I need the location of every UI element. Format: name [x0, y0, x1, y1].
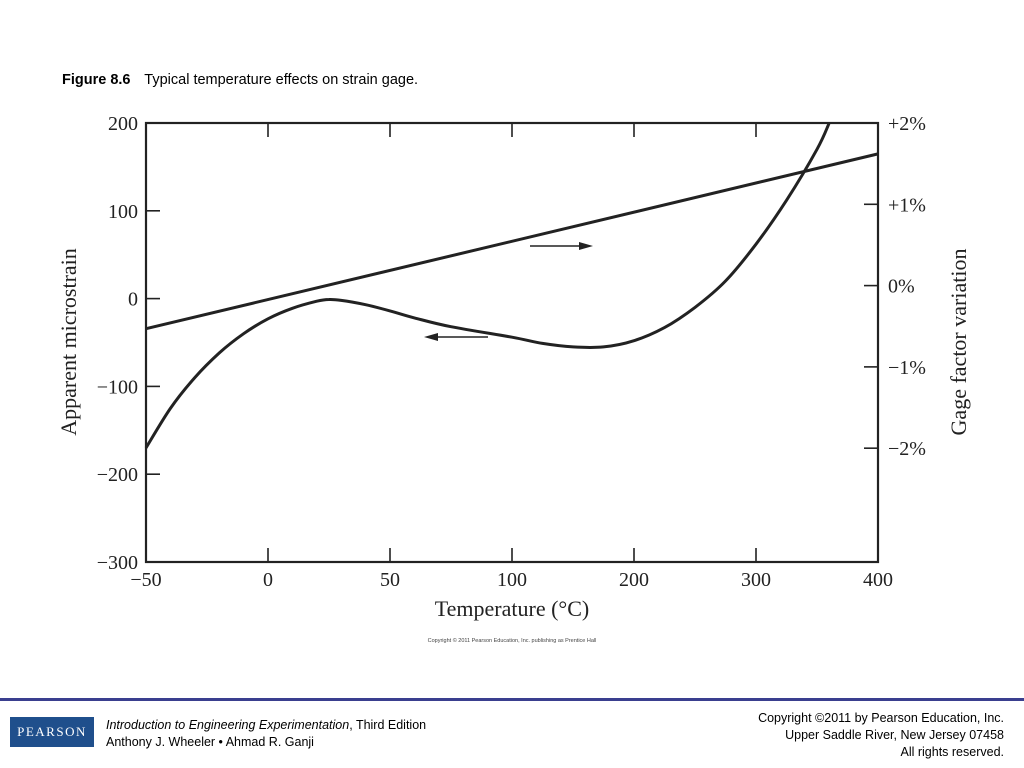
plot-frame — [144, 121, 880, 564]
x-tick-label: 100 — [497, 569, 527, 591]
y2-tick-label: 0% — [888, 276, 915, 298]
footer-divider — [0, 698, 1024, 701]
figure-title: Typical temperature effects on strain ga… — [144, 72, 419, 88]
x-tick-label: 200 — [619, 569, 649, 591]
pearson-logo: PEARSON — [10, 717, 94, 747]
y-tick-label: 200 — [108, 113, 138, 135]
y2-tick-label: +1% — [888, 194, 926, 216]
y-tick-label: 100 — [108, 201, 138, 223]
axis-tick-labels: −50 0 50 100 200 300 400 200 100 0 −100 −200 −300 +2%… — [97, 113, 926, 591]
y-tick-label: 0 — [128, 289, 138, 311]
y2-tick-label: +2% — [888, 113, 926, 135]
chart-copyright: Copyright © 2011 Pearson Education, Inc.… — [427, 638, 597, 644]
copyright-line-1: Copyright ©2011 by Pearson Education, In… — [758, 711, 1004, 725]
figure-number: Figure 8.6 — [62, 72, 131, 88]
apparent-microstrain-curve — [144, 122, 831, 449]
gage-factor-line — [145, 152, 879, 331]
y-tick-label: −100 — [97, 376, 138, 398]
book-title: Introduction to Engineering Experimentat… — [106, 718, 350, 732]
copyright-line-2: Upper Saddle River, New Jersey 07458 — [785, 728, 1004, 742]
publisher-copyright: Copyright ©2011 by Pearson Education, In… — [758, 710, 1004, 761]
figure-caption: Figure 8.6 Typical temperature effects o… — [62, 72, 418, 88]
y2-tick-label: −1% — [888, 357, 926, 379]
logo-text: PEARSON — [17, 724, 87, 739]
book-edition: , Third Edition — [349, 718, 427, 732]
y2-axis-label: Gage factor variation — [946, 249, 971, 436]
x-tick-label: 400 — [863, 569, 893, 591]
copyright-line-3: All rights reserved. — [900, 745, 1004, 759]
x-tick-label: 300 — [741, 569, 771, 591]
x-tick-label: 0 — [263, 569, 273, 591]
x-axis-label: Temperature (°C) — [435, 596, 589, 621]
x-tick-label: −50 — [130, 569, 161, 591]
book-authors: Anthony J. Wheeler • Ahmad R. Ganji — [106, 735, 314, 749]
axis-ticks — [146, 123, 878, 562]
arrow-to-right-axis — [530, 242, 593, 250]
y-tick-label: −300 — [97, 552, 138, 574]
x-tick-label: 50 — [380, 569, 400, 591]
y-tick-label: −200 — [97, 464, 138, 486]
arrow-to-left-axis — [424, 333, 488, 341]
y-axis-label: Apparent microstrain — [56, 248, 81, 436]
y2-tick-label: −2% — [888, 438, 926, 460]
book-info: Introduction to Engineering Experimentat… — [106, 717, 426, 751]
